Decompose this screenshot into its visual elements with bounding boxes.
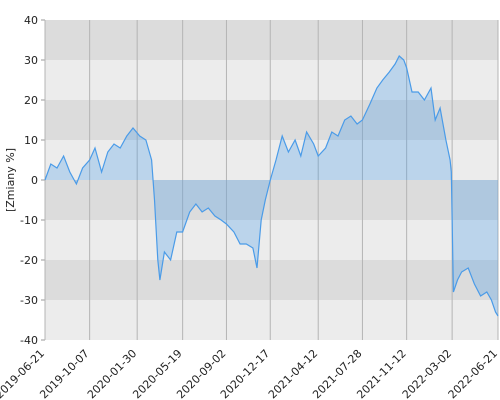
y-tick-label: -30 xyxy=(20,294,38,307)
grid-band xyxy=(45,60,498,100)
plot-background xyxy=(45,20,498,340)
grid-band xyxy=(45,20,498,60)
y-tick-label: 40 xyxy=(24,14,38,27)
grid-band xyxy=(45,220,498,260)
area-fill xyxy=(45,56,498,316)
x-tick-label: 2022-06-21 xyxy=(446,347,500,400)
grid-band xyxy=(45,300,498,340)
y-tick-label: -10 xyxy=(20,214,38,227)
y-tick-label: -20 xyxy=(20,254,38,267)
grid-band xyxy=(45,100,498,140)
grid-band xyxy=(45,260,498,300)
line xyxy=(44,55,499,317)
y-tick-label: 0 xyxy=(31,174,38,187)
grid-band xyxy=(45,180,498,220)
y-axis-label: [Zmiany %] xyxy=(4,148,17,212)
y-tick-label: 10 xyxy=(24,134,38,147)
y-tick-label: 20 xyxy=(24,94,38,107)
y-tick-label: 30 xyxy=(24,54,38,67)
y-tick-label: -40 xyxy=(20,334,38,347)
